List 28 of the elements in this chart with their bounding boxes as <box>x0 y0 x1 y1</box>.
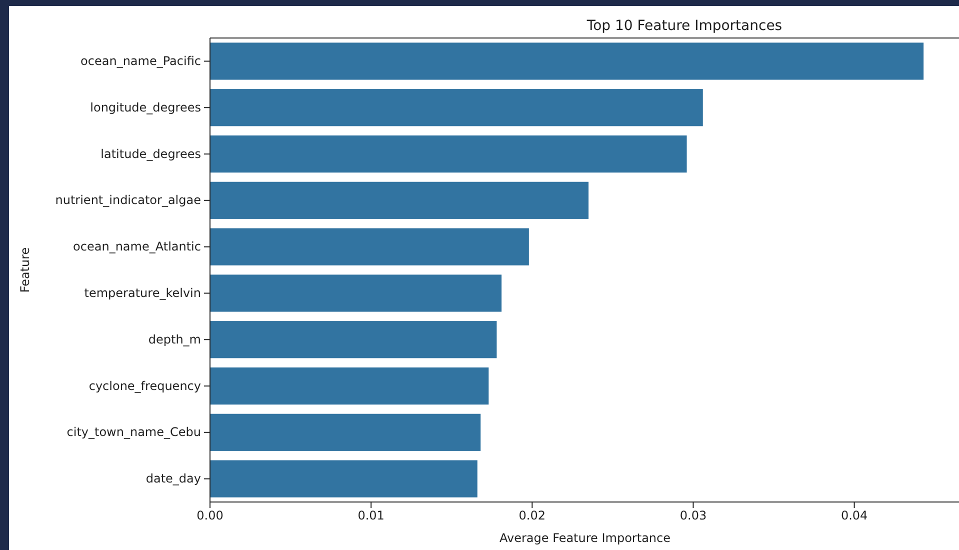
x-tick-label: 0.03 <box>680 508 707 523</box>
y-tick-label: temperature_kelvin <box>84 286 201 300</box>
y-tick-label: city_town_name_Cebu <box>66 425 201 440</box>
y-axis-title: Feature <box>18 247 32 293</box>
bar <box>210 228 529 266</box>
chart-title: Top 10 Feature Importances <box>586 18 782 34</box>
y-tick-label: depth_m <box>148 332 201 346</box>
x-tick-label: 0.00 <box>196 508 224 523</box>
bar <box>210 182 589 219</box>
x-tick-label: 0.02 <box>518 508 546 523</box>
y-tick-label: ocean_name_Atlantic <box>73 240 201 254</box>
y-tick-label: date_day <box>146 472 201 486</box>
bar <box>210 367 489 405</box>
y-tick-label: ocean_name_Pacific <box>80 54 201 68</box>
y-tick-label: longitude_degrees <box>90 100 201 114</box>
y-tick-label: latitude_degrees <box>100 146 201 161</box>
x-tick-label: 0.04 <box>840 508 868 523</box>
x-axis-title: Average Feature Importance <box>499 531 671 545</box>
y-tick-label: nutrient_indicator_algae <box>55 193 201 208</box>
bar <box>210 460 478 498</box>
bar <box>210 89 703 126</box>
bar <box>210 135 687 173</box>
bar <box>210 42 924 80</box>
bar <box>210 321 497 358</box>
bar <box>210 274 502 312</box>
y-tick-label: cyclone_frequency <box>88 378 201 393</box>
bar <box>210 414 481 451</box>
x-tick-label: 0.01 <box>358 508 384 523</box>
